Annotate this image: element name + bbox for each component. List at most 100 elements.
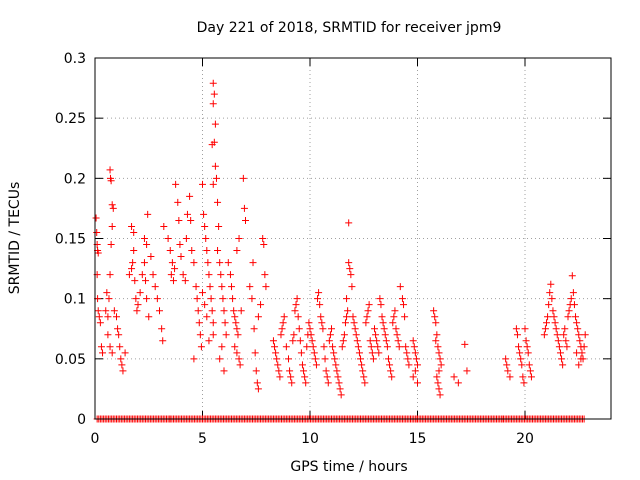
- data-point: [525, 361, 533, 369]
- y-tick-label: 0.3: [64, 51, 86, 67]
- data-point: [147, 253, 155, 261]
- data-point: [166, 247, 174, 255]
- data-point: [107, 241, 115, 249]
- data-point: [248, 295, 256, 303]
- data-point: [573, 319, 581, 327]
- data-point: [167, 271, 175, 279]
- data-point: [314, 295, 322, 303]
- data-point: [140, 259, 148, 267]
- data-point: [200, 210, 208, 218]
- chart-title: Day 221 of 2018, SRMTID for receiver jpm…: [197, 20, 502, 36]
- data-point: [211, 162, 219, 170]
- data-point: [204, 259, 212, 267]
- data-point: [231, 343, 239, 351]
- data-point: [226, 271, 234, 279]
- data-point: [435, 385, 443, 393]
- data-point: [218, 283, 226, 291]
- y-tick-label: 0.2: [64, 171, 86, 187]
- data-point: [411, 367, 419, 375]
- data-point: [504, 367, 512, 375]
- data-point: [306, 325, 314, 333]
- data-point: [502, 355, 510, 363]
- data-point: [551, 319, 559, 327]
- data-point: [94, 307, 102, 315]
- data-point: [337, 391, 345, 399]
- data-point: [513, 331, 521, 339]
- data-point: [367, 343, 375, 351]
- data-point: [434, 343, 442, 351]
- data-point: [357, 355, 365, 363]
- data-point: [556, 349, 564, 357]
- data-point: [229, 295, 237, 303]
- data-point: [333, 367, 341, 375]
- data-point: [190, 355, 198, 363]
- data-point: [574, 325, 582, 333]
- data-point: [553, 331, 561, 339]
- data-point: [376, 295, 384, 303]
- data-point: [454, 379, 462, 387]
- data-point: [235, 235, 243, 242]
- data-point: [275, 367, 283, 375]
- data-point: [208, 307, 216, 315]
- data-point: [373, 337, 381, 345]
- data-point: [366, 337, 374, 345]
- data-point: [433, 331, 441, 339]
- data-point: [362, 319, 370, 327]
- data-point: [129, 259, 137, 267]
- data-point: [436, 355, 444, 363]
- data-point: [414, 379, 421, 387]
- y-tick-label: 0.05: [55, 352, 86, 368]
- data-point: [309, 343, 317, 351]
- data-point: [194, 307, 202, 315]
- data-point: [380, 325, 388, 333]
- data-point: [550, 313, 558, 321]
- data-point: [371, 325, 378, 333]
- data-point: [512, 325, 520, 333]
- data-point: [343, 295, 351, 303]
- data-point: [293, 295, 301, 303]
- data-point: [119, 367, 127, 375]
- data-point: [561, 325, 569, 333]
- data-point: [567, 295, 575, 303]
- data-point: [398, 295, 406, 303]
- data-point: [527, 373, 535, 381]
- data-point: [568, 272, 576, 280]
- data-point: [134, 301, 142, 309]
- data-point: [563, 343, 571, 351]
- data-point: [569, 289, 577, 297]
- data-point: [307, 331, 315, 339]
- data-point: [104, 313, 112, 321]
- data-point: [544, 313, 552, 321]
- data-point: [546, 289, 554, 297]
- data-point: [285, 355, 292, 363]
- data-point: [202, 235, 210, 242]
- data-point: [208, 141, 216, 149]
- data-point: [214, 247, 222, 255]
- data-point: [117, 355, 125, 363]
- data-point: [554, 337, 562, 345]
- data-point: [107, 177, 115, 185]
- data-point: [292, 301, 300, 309]
- data-point: [349, 313, 357, 321]
- data-point: [231, 313, 239, 321]
- data-point: [396, 283, 404, 291]
- data-point: [249, 259, 257, 267]
- data-point: [389, 319, 397, 327]
- data-point: [345, 219, 353, 227]
- data-point: [175, 216, 183, 224]
- data-point: [321, 355, 329, 363]
- data-point: [242, 216, 249, 224]
- data-point: [103, 289, 111, 297]
- data-point: [549, 307, 557, 315]
- data-point: [412, 355, 420, 363]
- data-point: [317, 313, 325, 321]
- data-point: [115, 331, 123, 339]
- data-point: [272, 349, 280, 357]
- data-point: [181, 277, 189, 285]
- data-point: [295, 325, 303, 333]
- x-axis-label: GPS time / hours: [290, 459, 407, 475]
- data-point: [228, 283, 236, 291]
- data-point: [199, 180, 206, 188]
- data-point: [251, 349, 259, 357]
- data-point: [548, 295, 556, 303]
